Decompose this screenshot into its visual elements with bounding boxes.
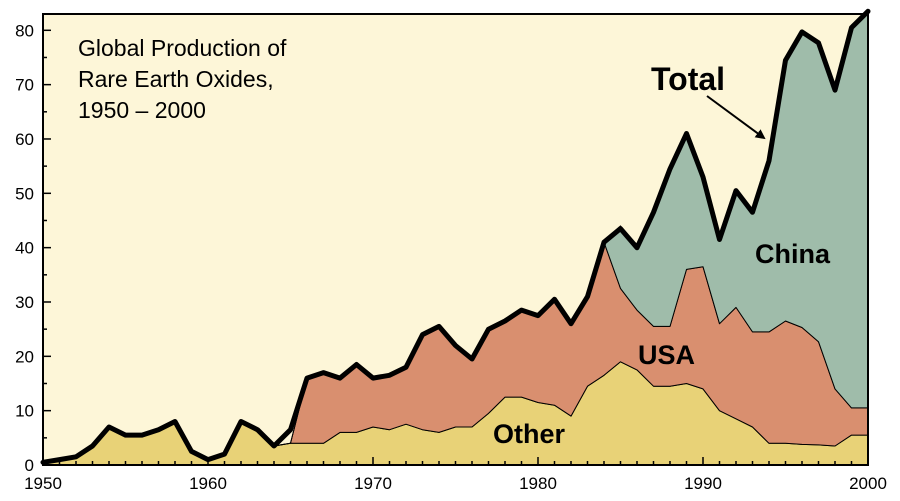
x-tick-label: 1960 — [189, 474, 227, 493]
total-arrow — [706, 95, 766, 140]
x-axis: 1950 1960 1970 1980 1990 2000 — [24, 457, 887, 493]
x-tick-label: 1950 — [24, 474, 62, 493]
y-tick-label: 60 — [15, 130, 34, 149]
y-axis: 0 10 20 30 40 50 60 70 80 — [15, 21, 51, 475]
x-tick-label: 1990 — [684, 474, 722, 493]
total-label: Total — [651, 61, 725, 97]
usa-label: USA — [638, 340, 695, 370]
y-tick-label: 40 — [15, 239, 34, 258]
chart-title-line-1: Global Production of — [78, 35, 287, 61]
y-tick-label: 20 — [15, 347, 34, 366]
x-tick-label: 1980 — [519, 474, 557, 493]
china-label: China — [755, 239, 831, 269]
y-tick-label: 70 — [15, 76, 34, 95]
y-tick-label: 30 — [15, 293, 34, 312]
other-label: Other — [493, 419, 566, 449]
x-tick-label: 1970 — [354, 474, 392, 493]
line-total — [40, 8, 871, 465]
y-tick-label: 10 — [15, 402, 34, 421]
x-tick-label: 2000 — [849, 474, 887, 493]
chart-title-line-3: 1950 – 2000 — [78, 97, 206, 123]
y-tick-label: 80 — [15, 21, 34, 40]
y-tick-label: 0 — [25, 456, 34, 475]
chart-title-line-2: Rare Earth Oxides, — [78, 66, 274, 92]
y-tick-label: 50 — [15, 184, 34, 203]
total-layer — [40, 8, 871, 465]
